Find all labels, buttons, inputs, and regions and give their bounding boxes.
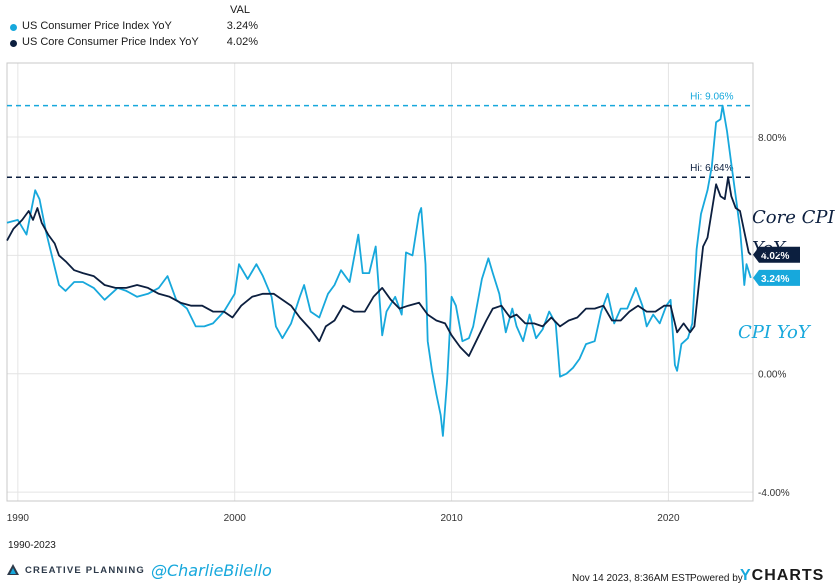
end-label-text: 4.02% bbox=[761, 251, 789, 262]
legend-label-cpi: US Consumer Price Index YoY bbox=[22, 20, 172, 32]
legend-value-cpi: 3.24% bbox=[226, 20, 258, 32]
brand-name: CREATIVE PLANNING bbox=[25, 564, 145, 576]
legend-value-core-cpi: 4.02% bbox=[226, 36, 258, 48]
brand: CREATIVE PLANNING @CharlieBilello bbox=[6, 560, 272, 580]
y-tick-label: -4.00% bbox=[758, 488, 790, 499]
y-axis-ticks: 8.00%4.00%0.00%-4.00% bbox=[758, 133, 790, 499]
series-line bbox=[6, 104, 752, 437]
author-handle: @CharlieBilello bbox=[150, 560, 272, 580]
end-label-box bbox=[753, 269, 800, 286]
x-axis-ticks: 1990 2000 2010 2020 bbox=[7, 513, 680, 524]
powered-by-label: Powered by bbox=[690, 573, 743, 584]
series-line bbox=[6, 176, 752, 357]
y-tick-label: 0.00% bbox=[758, 370, 786, 381]
plot-frame bbox=[6, 62, 754, 502]
legend-item-cpi[interactable]: US Consumer Price Index YoY 3.24% bbox=[8, 20, 268, 36]
series-lines bbox=[6, 104, 752, 437]
ycharts-logo-rest: CHARTS bbox=[751, 567, 825, 584]
x-tick-label: 2010 bbox=[440, 513, 463, 524]
x-tick-label: 2020 bbox=[657, 513, 680, 524]
reference-line-label: Hi: 9.06% bbox=[690, 92, 733, 103]
annotation-core-cpi-line2: YoY bbox=[752, 238, 786, 259]
legend-label-core-cpi: US Core Consumer Price Index YoY bbox=[22, 36, 199, 48]
end-label-box bbox=[753, 246, 800, 263]
x-tick-label: 2000 bbox=[224, 513, 247, 524]
chart: Hi: 9.06%Hi: 6.64% 1990 2000 2010 2020 8.00… bbox=[6, 62, 800, 524]
timestamp: Nov 14 2023, 8:36AM EST. bbox=[572, 573, 693, 584]
end-label-text: 3.24% bbox=[761, 274, 789, 285]
x-tick-label: 1990 bbox=[7, 513, 30, 524]
legend-item-core-cpi[interactable]: US Core Consumer Price Index YoY 4.02% bbox=[8, 36, 268, 52]
end-labels: 4.02% 3.24% bbox=[753, 246, 800, 286]
y-tick-label: 8.00% bbox=[758, 133, 786, 144]
reference-lines: Hi: 9.06%Hi: 6.64% bbox=[7, 92, 753, 178]
legend-dot-cpi bbox=[10, 24, 17, 31]
annotation-cpi: CPI YoY bbox=[738, 322, 810, 343]
legend-dot-core-cpi bbox=[10, 40, 17, 47]
ycharts-logo[interactable]: YCHARTS bbox=[740, 567, 824, 585]
date-range: 1990-2023 bbox=[8, 540, 56, 551]
creative-planning-logo-icon bbox=[7, 564, 19, 575]
grid bbox=[7, 63, 753, 501]
legend-header: VAL bbox=[230, 4, 250, 16]
ycharts-logo-y: Y bbox=[740, 567, 752, 584]
annotation-core-cpi-line1: Core CPI bbox=[752, 207, 835, 228]
